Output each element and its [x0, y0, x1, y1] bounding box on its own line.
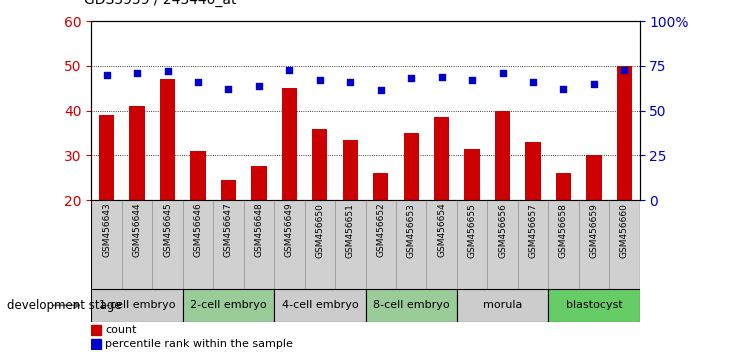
Bar — [366, 289, 457, 322]
Bar — [526, 142, 541, 200]
Bar — [579, 200, 609, 289]
Bar — [457, 289, 548, 322]
Text: GSM456646: GSM456646 — [194, 202, 202, 257]
Bar — [281, 88, 297, 200]
Point — [344, 79, 356, 85]
Bar — [609, 200, 640, 289]
Bar — [548, 289, 640, 322]
Bar — [129, 106, 145, 200]
Bar — [122, 200, 152, 289]
Bar — [213, 200, 243, 289]
Point — [436, 74, 447, 80]
Bar — [464, 149, 480, 200]
Text: GSM456657: GSM456657 — [529, 202, 537, 258]
Text: GSM456660: GSM456660 — [620, 202, 629, 258]
Point — [162, 68, 173, 74]
Point — [101, 72, 113, 78]
Bar — [305, 200, 335, 289]
Point — [284, 67, 295, 72]
Bar — [160, 79, 175, 200]
Point — [588, 81, 599, 87]
Bar — [91, 200, 122, 289]
Bar — [518, 200, 548, 289]
Text: GSM456648: GSM456648 — [254, 202, 263, 257]
Text: 2-cell embryo: 2-cell embryo — [190, 300, 267, 310]
Bar — [495, 110, 510, 200]
Text: percentile rank within the sample: percentile rank within the sample — [105, 339, 293, 349]
Bar — [426, 200, 457, 289]
Bar — [251, 166, 267, 200]
Text: GSM456647: GSM456647 — [224, 202, 233, 257]
Bar — [243, 200, 274, 289]
Bar — [366, 200, 396, 289]
Point — [253, 84, 265, 89]
Text: GSM456644: GSM456644 — [132, 202, 142, 257]
Bar — [91, 289, 183, 322]
Text: GSM456654: GSM456654 — [437, 202, 446, 257]
Text: GSM456655: GSM456655 — [468, 202, 477, 258]
Bar — [221, 180, 236, 200]
Point — [466, 78, 478, 83]
Text: GSM456659: GSM456659 — [589, 202, 599, 258]
Text: 8-cell embryo: 8-cell embryo — [373, 300, 450, 310]
Bar — [152, 200, 183, 289]
Text: GSM456649: GSM456649 — [285, 202, 294, 257]
Bar — [183, 200, 213, 289]
Text: 1-cell embryo: 1-cell embryo — [99, 300, 175, 310]
Text: count: count — [105, 325, 137, 335]
Bar — [548, 200, 579, 289]
Bar — [586, 155, 602, 200]
Bar — [190, 151, 205, 200]
Bar — [312, 129, 327, 200]
Point — [405, 76, 417, 81]
Point — [618, 67, 630, 72]
Text: development stage: development stage — [7, 299, 122, 312]
Point — [527, 79, 539, 85]
Text: GSM456645: GSM456645 — [163, 202, 172, 257]
Bar — [457, 200, 488, 289]
Bar — [373, 173, 388, 200]
Text: blastocyst: blastocyst — [566, 300, 622, 310]
Bar — [617, 66, 632, 200]
Bar — [99, 115, 114, 200]
Text: GSM456658: GSM456658 — [559, 202, 568, 258]
Text: GSM456643: GSM456643 — [102, 202, 111, 257]
Point — [132, 70, 143, 76]
Bar — [91, 339, 101, 349]
Text: 4-cell embryo: 4-cell embryo — [281, 300, 358, 310]
Bar — [183, 289, 274, 322]
Bar — [404, 133, 419, 200]
Point — [497, 70, 509, 76]
Bar — [556, 173, 571, 200]
Text: GSM456653: GSM456653 — [406, 202, 416, 258]
Text: GSM456650: GSM456650 — [315, 202, 325, 258]
Text: GSM456652: GSM456652 — [376, 202, 385, 257]
Bar — [396, 200, 426, 289]
Text: GSM456656: GSM456656 — [498, 202, 507, 258]
Bar — [434, 117, 450, 200]
Text: GDS3959 / 243440_at: GDS3959 / 243440_at — [84, 0, 237, 7]
Point — [314, 78, 326, 83]
Bar — [91, 325, 101, 335]
Point — [375, 87, 387, 93]
Text: GSM456651: GSM456651 — [346, 202, 355, 258]
Point — [222, 86, 234, 92]
Text: morula: morula — [483, 300, 522, 310]
Bar — [343, 140, 358, 200]
Point — [558, 86, 569, 92]
Bar — [274, 289, 366, 322]
Bar — [488, 200, 518, 289]
Bar — [274, 200, 305, 289]
Bar — [335, 200, 366, 289]
Point — [192, 79, 204, 85]
